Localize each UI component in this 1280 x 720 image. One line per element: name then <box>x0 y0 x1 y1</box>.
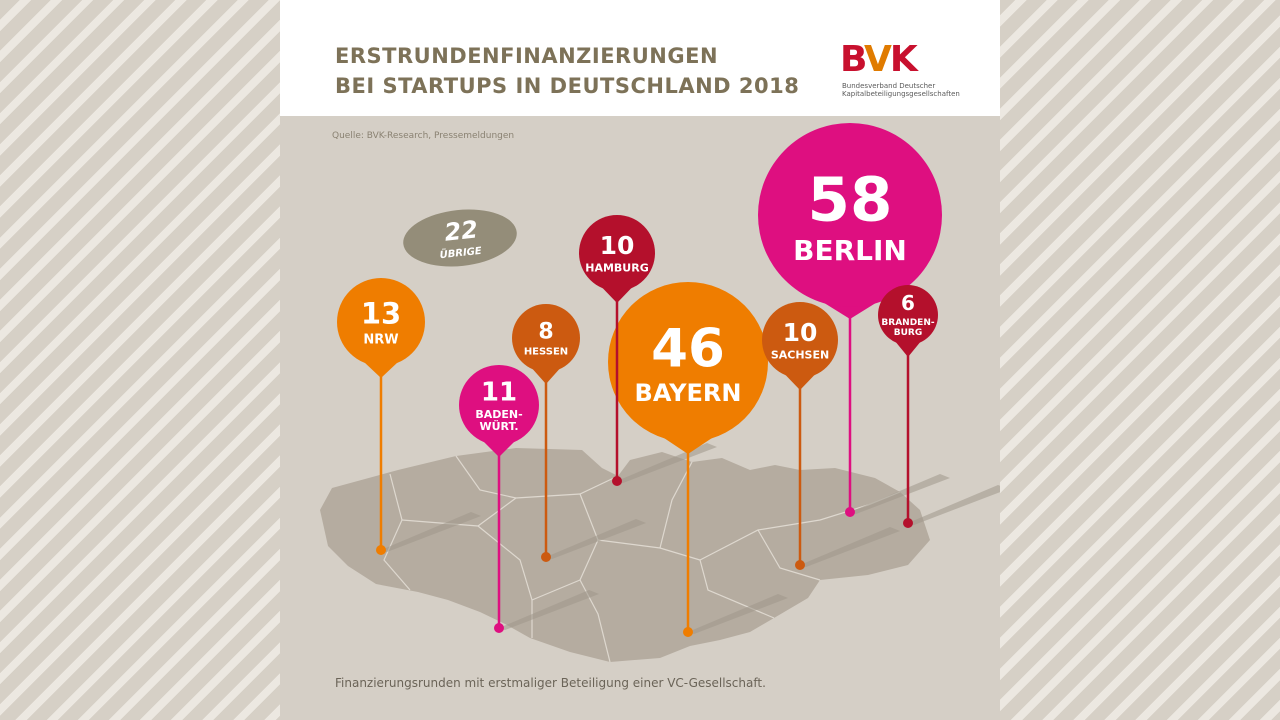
pin-tail-brandenburg <box>894 340 922 357</box>
name-label-hamburg: HAMBURG <box>585 262 648 275</box>
pin-dot-bayern <box>683 627 693 637</box>
value-label-berlin: 58 <box>808 164 893 235</box>
pin-bubble-hamburg <box>579 215 655 291</box>
pin-dot-hessen <box>541 552 551 562</box>
pin-nrw: 13 NRW <box>337 278 425 555</box>
pin-shadow-nrw <box>381 512 481 552</box>
pin-bubble-nrw <box>337 278 425 366</box>
pin-sachsen: 10 SACHSEN <box>762 302 838 570</box>
logo-letter-k: K <box>889 39 918 80</box>
logo-mark: BVK <box>840 39 918 80</box>
pin-bubble-sachsen <box>762 302 838 378</box>
pin-dot-nrw <box>376 545 386 555</box>
other-value-label: 22 <box>443 215 479 246</box>
name-label-hessen: HESSEN <box>524 347 568 358</box>
logo-letter-b: B <box>840 39 866 80</box>
name-label-sachsen: SACHSEN <box>771 349 829 362</box>
pin-dot-berlin <box>845 507 855 517</box>
pins: 58BERLIN46BAYERN13NRW11BADEN-WÜRT.10HAMB… <box>337 123 942 637</box>
pin-dot-brandenburg <box>903 518 913 528</box>
name-label-brandenburg-1: BRANDEN- <box>881 318 934 328</box>
pin-bubble-baden-wuert <box>459 365 539 445</box>
pin-bubble-brandenburg <box>878 285 938 345</box>
pin-hessen: 8 HESSEN <box>512 304 580 562</box>
other-badge-shape <box>403 209 517 267</box>
logo-subtitle-1: Bundesverband Deutscher <box>842 82 936 90</box>
header: ERSTRUNDENFINANZIERUNGEN BEI STARTUPS IN… <box>280 0 1000 116</box>
title-line-1: ERSTRUNDENFINANZIERUNGEN <box>335 44 719 68</box>
name-label-baden-wuert-1: BADEN- <box>475 408 522 421</box>
value-label-sachsen: 10 <box>783 318 818 347</box>
name-label-nrw: NRW <box>363 333 398 348</box>
pin-shadows <box>381 443 1000 634</box>
title-line-2: BEI STARTUPS IN DEUTSCHLAND 2018 <box>335 74 800 98</box>
value-label-brandenburg: 6 <box>901 291 915 315</box>
value-label-baden-wuert: 11 <box>481 377 517 407</box>
pin-shadow-bayern <box>688 594 788 634</box>
pin-bubble-hessen <box>512 304 580 372</box>
pin-dot-sachsen <box>795 560 805 570</box>
pin-shadow-brandenburg <box>908 485 1000 525</box>
pin-shadow-hamburg <box>617 443 717 483</box>
pin-hamburg: 10 HAMBURG <box>579 215 655 486</box>
pin-bubble-bayern <box>608 282 768 442</box>
logo-subtitle-2: Kapitalbeteiligungsgesellschaften <box>842 90 960 98</box>
footnote: Finanzierungsrunden mit erstmaliger Bete… <box>335 676 766 690</box>
logo-letter-v: V <box>863 39 892 80</box>
pin-shadow-hessen <box>546 519 646 559</box>
bvk-logo: BVK Bundesverband Deutscher Kapitalbetei… <box>840 40 970 100</box>
pin-shadow-berlin <box>850 474 950 514</box>
other-regions-badge: 22 ÜBRIGE <box>403 209 517 267</box>
pin-dot-hamburg <box>612 476 622 486</box>
pin-bubble-berlin <box>758 123 942 307</box>
name-label-brandenburg-2: BURG <box>894 328 923 338</box>
name-label-baden-wuert-2: WÜRT. <box>479 419 518 433</box>
value-label-bayern: 46 <box>651 319 725 380</box>
value-label-hamburg: 10 <box>600 231 635 260</box>
bubble-map-chart: 58BERLIN46BAYERN13NRW11BADEN-WÜRT.10HAMB… <box>320 123 1000 663</box>
pin-shadow-sachsen <box>800 527 900 567</box>
germany-map <box>320 448 930 662</box>
source-note: Quelle: BVK-Research, Pressemeldungen <box>332 131 515 141</box>
pin-tail-hessen <box>530 366 562 384</box>
value-label-hessen: 8 <box>538 319 553 344</box>
name-label-bayern: BAYERN <box>635 379 742 407</box>
name-label-berlin: BERLIN <box>793 234 907 267</box>
pin-shadow-baden-wuert <box>499 590 599 630</box>
pin-brandenburg: 6 BRANDEN-BURG <box>878 285 938 528</box>
pin-dot-baden-wuert <box>494 623 504 633</box>
value-label-nrw: 13 <box>361 296 401 330</box>
